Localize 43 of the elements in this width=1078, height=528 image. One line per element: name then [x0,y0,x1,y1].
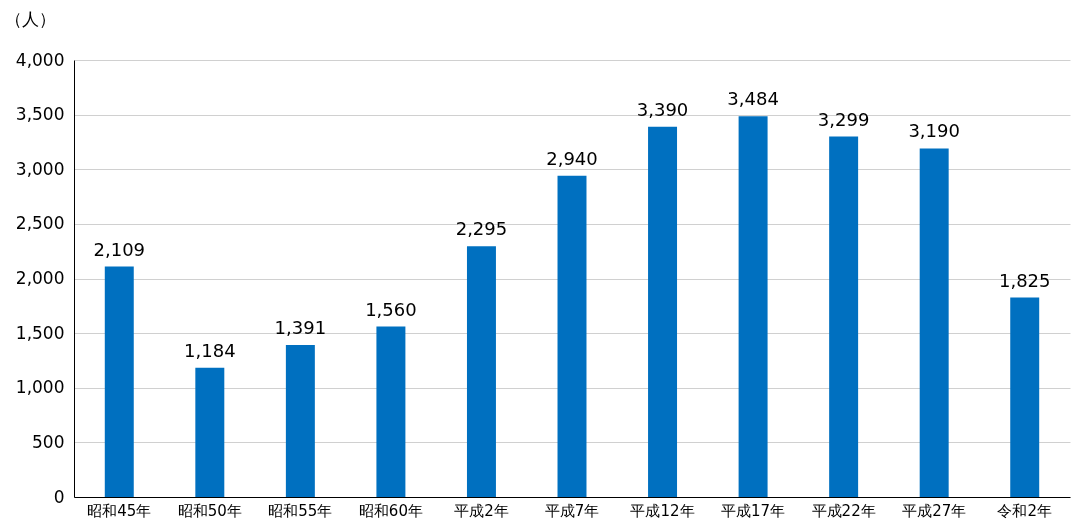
bar [466,246,496,497]
bar [104,266,134,497]
y-tick-label: 2,500 [15,213,65,234]
data-label: 1,825 [998,269,1051,291]
x-tick-label: 平成22年 [811,501,876,520]
data-label: 3,484 [727,88,779,110]
data-label: 3,299 [817,108,870,130]
bar [829,136,859,497]
y-tick-label: 500 [32,431,65,452]
bar [648,126,678,497]
y-tick-label: 2,000 [15,268,65,288]
y-tick-label: 1,500 [15,322,65,343]
x-tick-label: 昭和55年 [268,501,333,520]
x-tick-label: 平成7年 [544,501,600,520]
bar [285,345,315,497]
data-label: 1,184 [184,339,236,361]
bar [919,148,949,497]
bar [738,116,768,497]
x-tick-label: 昭和50年 [177,501,242,520]
x-tick-label: 昭和60年 [358,501,423,520]
data-label: 2,940 [546,147,598,169]
y-axis-title: （人） [4,8,56,29]
bar [195,367,225,497]
data-label: 3,190 [908,120,960,142]
data-label: 3,390 [636,98,689,120]
x-tick-label: 平成17年 [721,501,786,520]
data-label: 2,109 [93,238,146,260]
y-tick-label: 3,500 [15,104,65,125]
x-tick-label: 平成2年 [454,501,509,520]
data-label: 2,295 [455,218,508,240]
bar [557,175,587,497]
x-tick-label: 平成12年 [630,501,695,520]
y-tick-label: 3,000 [15,158,65,179]
x-tick-label: 昭和45年 [87,501,152,520]
y-tick-label: 1,000 [15,377,65,398]
y-tick-label: 4,000 [15,49,65,70]
data-label: 1,560 [365,298,417,320]
bar [376,326,406,497]
bar [1010,297,1040,497]
y-tick-label: 0 [53,486,65,507]
x-tick-label: 令和2年 [997,501,1052,520]
x-tick-label: 平成27年 [902,501,967,520]
data-label: 1,391 [274,317,327,339]
